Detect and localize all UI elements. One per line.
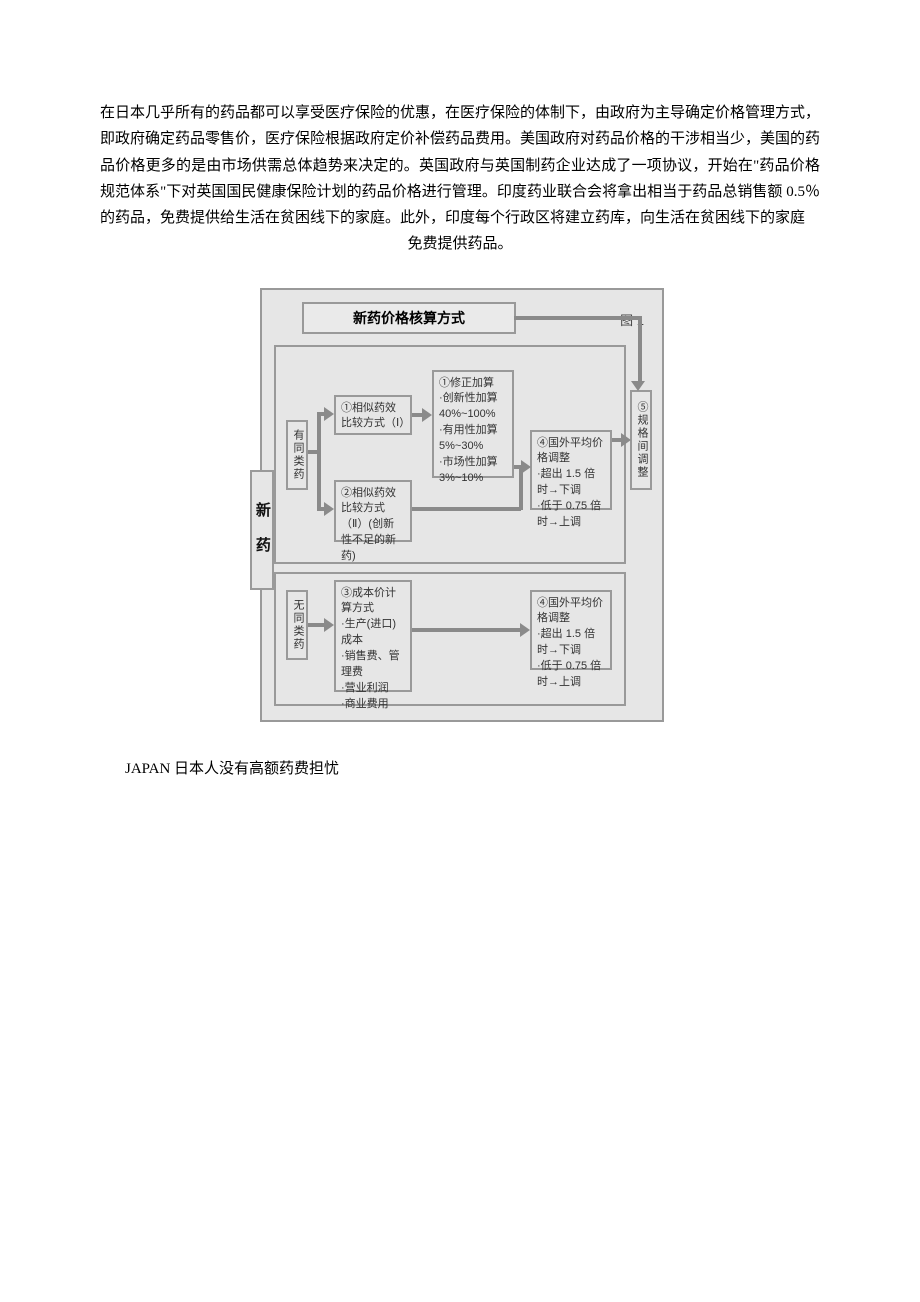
body-paragraph: 在日本几乎所有的药品都可以享受医疗保险的优惠，在医疗保险的体制下，由政府为主导确… (100, 100, 820, 258)
node-branch-diff: 无同类药 (286, 590, 308, 660)
arrow-segment (638, 316, 642, 384)
arrow-head-icon (520, 623, 530, 637)
arrow-segment (514, 316, 640, 320)
node-adjustment: ①修正加算·创新性加算40%~100%·有用性加算5%~30%·市场性加算3%~… (432, 370, 514, 478)
node-method-2: ②相似药效比较方式（Ⅱ）(创新性不足的新药) (334, 480, 412, 542)
arrow-head-icon (521, 460, 531, 474)
node-foreign-2: ④国外平均价格调整·超出 1.5 倍时→下调·低于 0.75 倍时→上调 (530, 590, 612, 670)
node-regulation: ⑤规格间调整 (630, 390, 652, 490)
arrow-head-icon (324, 618, 334, 632)
arrow-segment (412, 507, 521, 511)
arrow-head-icon (422, 408, 432, 422)
section-heading-japan: JAPAN 日本人没有高额药费担忧 (125, 757, 820, 778)
arrow-head-icon (621, 433, 631, 447)
node-new-drug: 新药 (250, 470, 274, 590)
flowchart-diagram: 新药价格核算方式 图 1 新药 有同类药 无同类药 ①相似药效比较方式（Ⅰ） ②… (260, 288, 664, 722)
paragraph-main: 在日本几乎所有的药品都可以享受医疗保险的优惠，在医疗保险的体制下，由政府为主导确… (100, 105, 820, 226)
node-method-1: ①相似药效比较方式（Ⅰ） (334, 395, 412, 435)
flowchart-title: 新药价格核算方式 (302, 302, 516, 334)
arrow-head-icon (324, 502, 334, 516)
document-page: 在日本几乎所有的药品都可以享受医疗保险的优惠，在医疗保险的体制下，由政府为主导确… (0, 0, 920, 828)
arrow-segment (317, 412, 321, 510)
paragraph-last-line: 免费提供药品。 (100, 231, 820, 257)
node-branch-same: 有同类药 (286, 420, 308, 490)
flowchart-container: 新药价格核算方式 图 1 新药 有同类药 无同类药 ①相似药效比较方式（Ⅰ） ②… (260, 288, 660, 722)
node-method-3: ③成本价计算方式·生产(进口)成本·销售费、管理费·营业利润·商业费用 (334, 580, 412, 692)
arrow-segment (308, 450, 319, 454)
arrow-segment (412, 628, 522, 632)
arrow-head-icon (324, 407, 334, 421)
node-foreign-1: ④国外平均价格调整·超出 1.5 倍时→下调·低于 0.75 倍时→上调 (530, 430, 612, 510)
arrow-head-icon (631, 381, 645, 391)
